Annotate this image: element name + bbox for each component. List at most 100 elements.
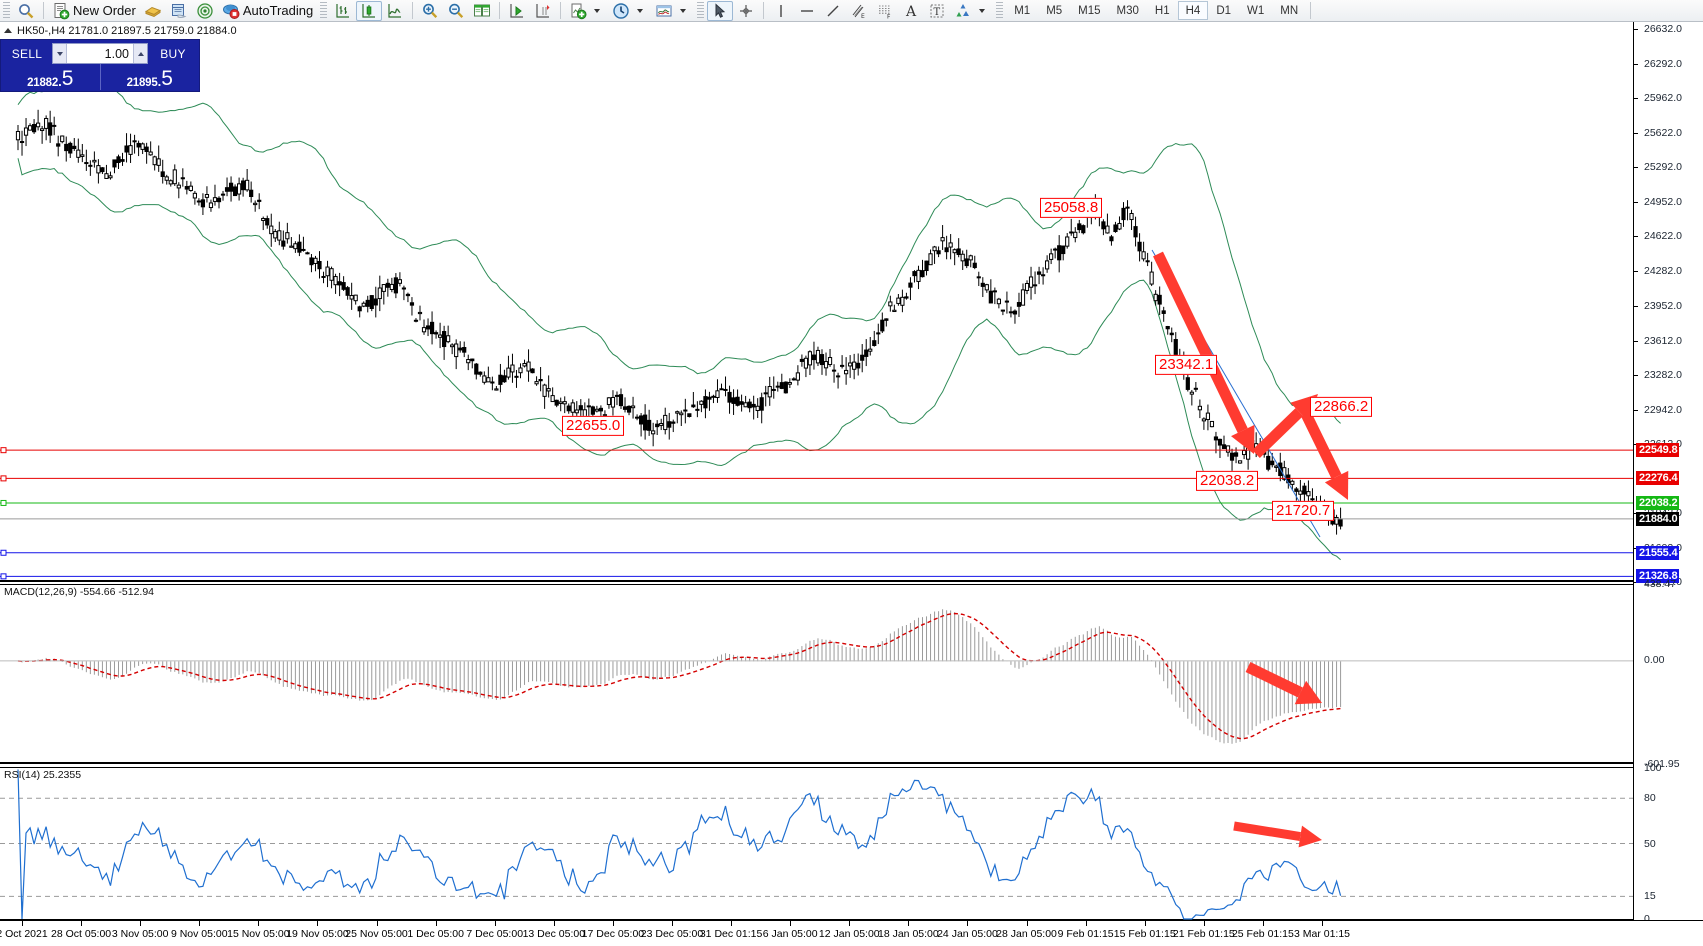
cursor-button[interactable]	[707, 0, 734, 21]
chevron-down-icon[interactable]	[594, 8, 601, 13]
auto-scroll-button[interactable]	[504, 1, 530, 21]
time-axis-label: 12 Jan 05:00	[818, 928, 880, 940]
buy-price-dot: .	[157, 74, 162, 89]
price-tag-current-price[interactable]: 21884.0	[1636, 511, 1680, 526]
candlestick-series	[15, 109, 1343, 535]
rsi-pane[interactable]: RSI(14) 25.2355	[0, 767, 1633, 920]
time-axis-tick	[967, 921, 969, 926]
annotation-label[interactable]: 23342.1	[1155, 354, 1218, 376]
chevron-down-icon[interactable]	[979, 8, 986, 13]
sell-price[interactable]: 21882 . 5	[1, 64, 100, 90]
timeframe-m1[interactable]: M1	[1014, 4, 1031, 17]
chevron-down-icon[interactable]	[680, 8, 687, 13]
price-divider	[99, 64, 101, 90]
svg-text:F: F	[887, 13, 891, 20]
search-button[interactable]	[13, 1, 39, 21]
text-label-button[interactable]: T	[924, 1, 950, 21]
price-axis-label: 23282.0	[1644, 368, 1682, 381]
new-order-button[interactable]: New Order	[48, 1, 140, 21]
crosshair-button[interactable]	[733, 1, 759, 21]
price-tag-resistance-line[interactable]: 22549.8	[1636, 443, 1680, 458]
vertical-line-button[interactable]	[768, 1, 794, 21]
line-chart-button[interactable]	[382, 1, 408, 21]
volume-input[interactable]: 1.00	[104, 46, 129, 61]
toolbar-grip-line-studies[interactable]	[697, 1, 705, 20]
signals-button[interactable]	[192, 1, 218, 21]
chevron-down-icon[interactable]	[637, 8, 644, 13]
data-window-button[interactable]	[166, 1, 192, 21]
timeframe-w1[interactable]: W1	[1247, 4, 1265, 17]
toolbar-separator	[1310, 2, 1312, 19]
arrows-button[interactable]	[950, 1, 993, 21]
volume-stepper[interactable]: 1.00	[52, 43, 148, 64]
timeframe-mn[interactable]: MN	[1280, 4, 1299, 17]
time-axis[interactable]: 2 Oct 2021 28 Oct 05:00 3 Nov 05:00 9 Nov 0…	[0, 920, 1703, 946]
time-axis-label: 9 Feb 01:15	[1057, 928, 1114, 940]
svg-text:E: E	[861, 13, 865, 20]
toolbar-grip-timeframes[interactable]	[996, 1, 1004, 20]
volume-decrement-button[interactable]	[53, 44, 67, 63]
price-tag-target-line[interactable]: 21326.8	[1636, 569, 1680, 584]
toolbar-separator	[499, 2, 501, 19]
time-axis-tick	[376, 921, 378, 926]
time-axis-label: 9 Nov 05:00	[170, 928, 228, 940]
price-axis[interactable]: 26632.0 26292.0 25962.0 25622.0 25292.0 24952…	[1633, 22, 1703, 925]
candlestick-chart-button[interactable]	[356, 0, 383, 21]
timeframe-m15[interactable]: M15	[1078, 4, 1101, 17]
trendline-button[interactable]	[820, 1, 846, 21]
fibonacci-retracement-button[interactable]: F	[872, 1, 898, 21]
sell-button[interactable]: SELL	[4, 43, 50, 64]
time-axis-label: 25 Feb 01:15	[1231, 928, 1294, 940]
toolbar-separator	[763, 2, 765, 19]
expert-advisors-button[interactable]	[140, 1, 166, 21]
annotation-label[interactable]: 22038.2	[1196, 470, 1259, 492]
one-click-trading-panel[interactable]: SELL 1.00 BUY 21882 . 5 21895 . 5	[0, 39, 200, 92]
buy-button[interactable]: BUY	[150, 43, 196, 64]
bar-chart-button[interactable]	[330, 1, 356, 21]
bollinger-lower-band	[17, 158, 1341, 561]
rsi-trend-arrow	[1233, 821, 1322, 848]
timeframe-h4[interactable]: H4	[1177, 1, 1209, 20]
buy-price[interactable]: 21895 . 5	[101, 64, 200, 90]
horizontal-line-button[interactable]	[794, 1, 820, 21]
macd-pane[interactable]: MACD(12,26,9) -554.66 -512.94	[0, 584, 1633, 764]
annotation-label[interactable]: 21720.7	[1272, 500, 1335, 522]
add-indicator-button[interactable]	[565, 1, 608, 21]
price-tag-support-line[interactable]: 22038.2	[1636, 495, 1680, 510]
timeframe-d1[interactable]: D1	[1216, 4, 1232, 17]
annotation-label[interactable]: 25058.8	[1040, 197, 1103, 219]
rsi-axis-label: 15	[1644, 890, 1656, 903]
annotation-label[interactable]: 22866.2	[1310, 396, 1373, 418]
zoom-out-button[interactable]	[443, 1, 469, 21]
rsi-axis-label: 80	[1644, 792, 1656, 805]
autotrading-button[interactable]: AutoTrading	[218, 1, 317, 21]
timeframe-m30[interactable]: M30	[1116, 4, 1139, 17]
price-pane[interactable]	[0, 22, 1633, 582]
timeframe-m5[interactable]: M5	[1046, 4, 1063, 17]
zoom-in-button[interactable]	[417, 1, 443, 21]
time-axis-label: 15 Nov 05:00	[227, 928, 290, 940]
price-tag-target-line[interactable]: 21555.4	[1636, 545, 1680, 560]
collapse-triangle-icon[interactable]	[4, 28, 12, 33]
sell-price-integer: 21882	[27, 77, 59, 89]
equidistant-channel-button[interactable]: E	[846, 1, 872, 21]
chart-shift-button[interactable]	[530, 1, 556, 21]
volume-increment-button[interactable]	[133, 44, 147, 63]
macd-histogram	[17, 609, 1342, 744]
annotation-label[interactable]: 22655.0	[562, 415, 625, 437]
text-button[interactable]: A	[898, 1, 924, 21]
toolbar-grip-charts[interactable]	[320, 1, 328, 20]
price-tag-resistance-line[interactable]: 22276.4	[1636, 471, 1680, 486]
horizontal-price-lines	[0, 249, 1633, 580]
data-grid-button[interactable]	[469, 1, 495, 21]
time-axis-tick	[612, 921, 614, 926]
chart-area[interactable]: MACD(12,26,9) -554.66 -512.94 RSI(14) 25…	[0, 22, 1703, 946]
time-axis-label: 18 Jan 05:00	[878, 928, 939, 940]
time-axis-tick	[1262, 921, 1264, 926]
toolbar-grip-standard[interactable]	[3, 1, 10, 20]
templates-button[interactable]	[651, 1, 694, 21]
timeframe-h1[interactable]: H1	[1154, 4, 1170, 17]
macd-pane-canvas	[0, 609, 1633, 744]
periods-button[interactable]	[608, 1, 651, 21]
price-axis-tick	[1634, 202, 1638, 204]
